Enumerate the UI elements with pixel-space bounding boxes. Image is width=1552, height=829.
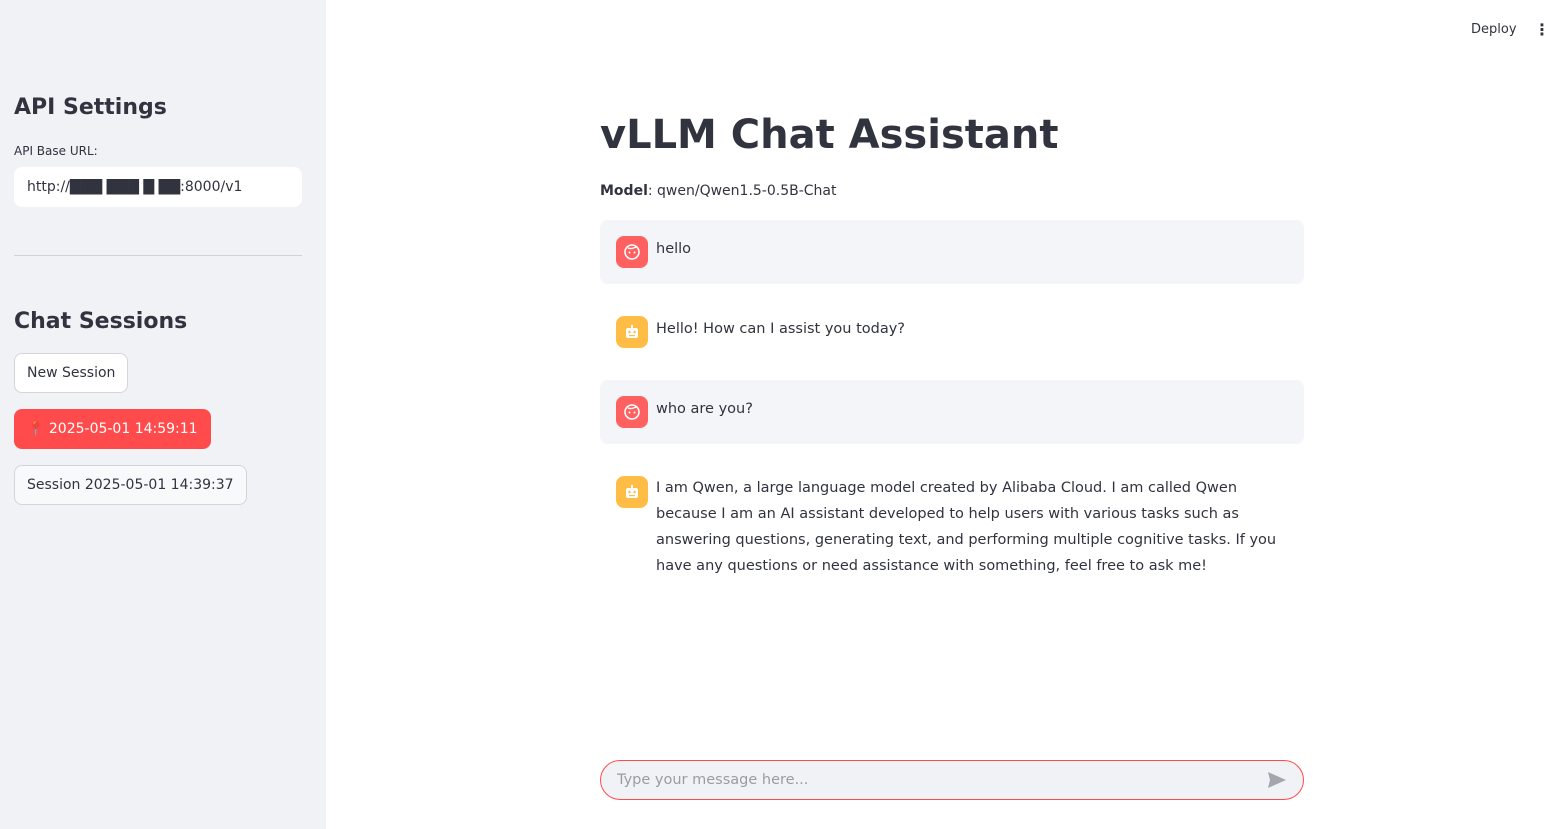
user-avatar-icon xyxy=(616,236,648,268)
api-base-url-input[interactable] xyxy=(14,167,302,207)
chat-input-container xyxy=(600,760,1304,800)
model-info: Model: qwen/Qwen1.5-0.5B-Chat xyxy=(600,183,837,199)
model-value: : qwen/Qwen1.5-0.5B-Chat xyxy=(647,183,837,199)
session-button[interactable]: Session 2025-05-01 14:39:37 xyxy=(14,465,247,505)
deploy-button[interactable]: Deploy xyxy=(1471,22,1517,37)
new-session-button[interactable]: New Session xyxy=(14,353,129,393)
message-text: hello xyxy=(656,241,692,257)
assistant-avatar-icon xyxy=(616,476,648,508)
divider xyxy=(14,255,302,256)
chat-message-assistant: Hello! How can I assist you today? xyxy=(600,300,1304,358)
chat-message-user: hello xyxy=(600,220,1304,284)
sidebar: API Settings API Base URL: Chat Sessions… xyxy=(0,0,326,829)
chat-sessions-heading: Chat Sessions xyxy=(14,309,188,334)
api-settings-heading: API Settings xyxy=(14,95,167,120)
model-label: Model xyxy=(600,183,648,199)
message-text: Hello! How can I assist you today? xyxy=(656,321,906,337)
chat-message-assistant: I am Qwen, a large language model create… xyxy=(600,460,1304,595)
api-base-url-label: API Base URL: xyxy=(14,144,98,158)
message-text: who are you? xyxy=(656,401,753,417)
send-icon[interactable] xyxy=(1267,771,1287,789)
message-text: I am Qwen, a large language model create… xyxy=(656,480,1277,574)
user-avatar-icon xyxy=(616,396,648,428)
assistant-avatar-icon xyxy=(616,316,648,348)
session-button-active[interactable]: 📍 2025-05-01 14:59:11 xyxy=(14,409,211,449)
main-menu-icon[interactable]: ⋮ xyxy=(1534,20,1550,39)
chat-input[interactable] xyxy=(617,772,1267,788)
chat-message-user: who are you? xyxy=(600,380,1304,444)
page-title: vLLM Chat Assistant xyxy=(600,112,1059,158)
